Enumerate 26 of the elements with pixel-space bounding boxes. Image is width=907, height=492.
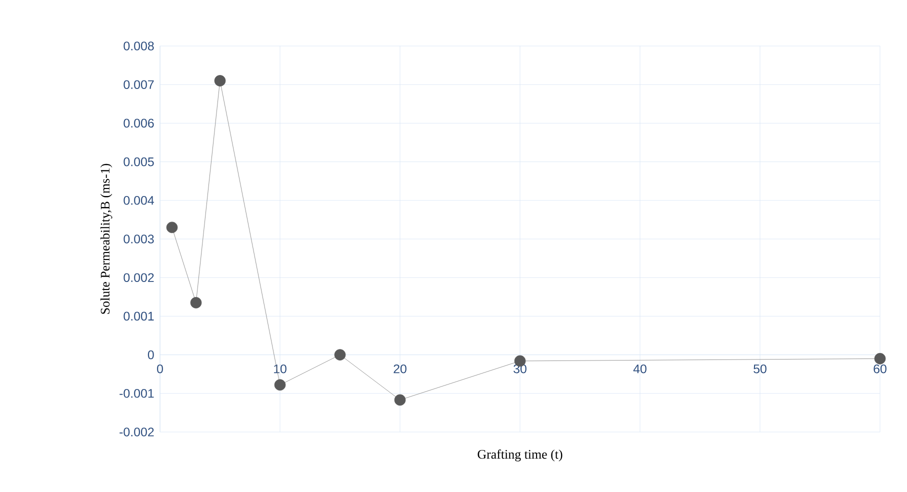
y-tick-label: 0 bbox=[148, 350, 154, 360]
y-tick-label: -0.002 bbox=[120, 428, 154, 436]
point bbox=[334, 349, 346, 360]
y-tick-label: 0.005 bbox=[124, 157, 154, 166]
y-tick-label: -0.001 bbox=[120, 389, 154, 398]
y-tick-label: 0.007 bbox=[124, 80, 154, 90]
x-tick-label: 40 bbox=[633, 364, 646, 374]
x-tick-label: 20 bbox=[394, 364, 406, 374]
y-tick-label: 0.002 bbox=[124, 273, 154, 282]
y-tick-label: 0.006 bbox=[124, 118, 154, 128]
x-tick-label: 60 bbox=[874, 364, 886, 374]
point bbox=[394, 394, 406, 406]
x-tick-label: 0 bbox=[157, 364, 163, 374]
point bbox=[274, 379, 286, 391]
point bbox=[190, 297, 202, 308]
point bbox=[214, 75, 226, 86]
y-tick-label: 0.003 bbox=[124, 234, 154, 244]
x-tick-label: 10 bbox=[274, 364, 286, 374]
y-tick-label: 0.008 bbox=[124, 42, 154, 50]
y-tick-label: 0.001 bbox=[124, 312, 154, 321]
x-axis-title: Grafting time (t) bbox=[478, 449, 562, 462]
y-axis-title: Solute Permeability,B (ms-1) bbox=[100, 164, 112, 314]
x-tick-label: 50 bbox=[754, 364, 766, 374]
y-tick-label: 0.004 bbox=[124, 196, 154, 205]
point bbox=[874, 352, 886, 364]
point bbox=[166, 222, 178, 234]
